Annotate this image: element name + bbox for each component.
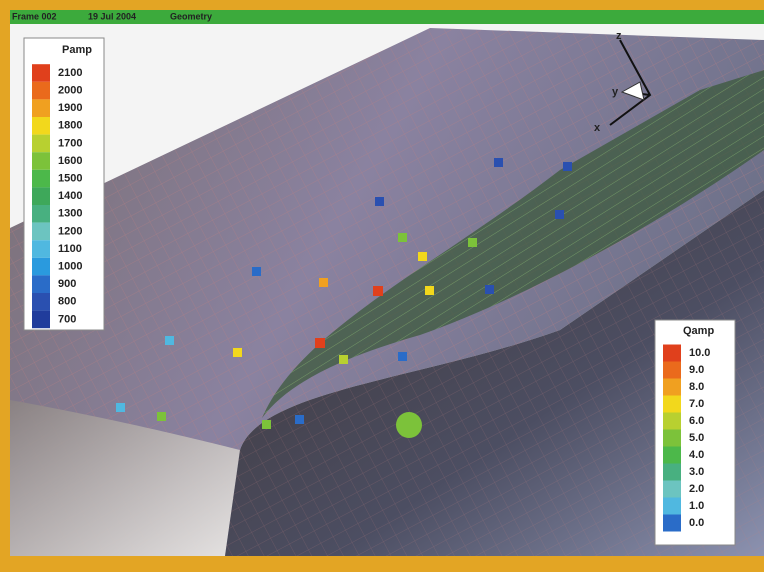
legend-label: 1900	[58, 102, 82, 114]
legend-swatch	[32, 187, 50, 205]
legend-label: 1100	[58, 243, 82, 255]
frame-label: Frame 002	[12, 11, 57, 21]
legend-label: 1200	[58, 225, 82, 237]
pamp-legend: Pamp 2100 2000 1900 1800 1700 1600 1500 1400 130…	[24, 38, 104, 330]
legend-label: 3.0	[689, 466, 704, 478]
legend-label: 700	[58, 313, 76, 325]
marker	[494, 158, 503, 167]
marker	[315, 338, 325, 348]
legend-swatch	[32, 258, 50, 276]
marker	[398, 233, 407, 242]
legend-label: 900	[58, 278, 76, 290]
legend-label: 10.0	[689, 347, 710, 359]
marker	[398, 352, 407, 361]
marker	[233, 348, 242, 357]
legend-title: Qamp	[683, 325, 714, 337]
legend-label: 0.0	[689, 517, 704, 529]
legend-label: 1.0	[689, 500, 704, 512]
marker	[157, 412, 166, 421]
legend-label: 4.0	[689, 449, 704, 461]
legend-title: Pamp	[62, 44, 92, 56]
legend-label: 2000	[58, 85, 82, 97]
axis-x: x	[594, 122, 601, 134]
legend-swatch	[663, 515, 681, 532]
legend-label: 1000	[58, 261, 82, 273]
date-label: 19 Jul 2004	[88, 11, 136, 21]
legend-label: 1600	[58, 155, 82, 167]
marker	[375, 197, 384, 206]
legend-swatch	[32, 99, 50, 117]
legend-swatch	[663, 413, 681, 430]
marker	[425, 286, 434, 295]
legend-swatch	[32, 205, 50, 223]
legend-swatch	[32, 135, 50, 153]
screenshot: Frame 002 19 Jul 2004 Geometry z y	[0, 0, 764, 572]
legend-swatch	[32, 293, 50, 311]
marker	[295, 415, 304, 424]
viewport: Frame 002 19 Jul 2004 Geometry z y	[0, 0, 764, 572]
marker	[262, 420, 271, 429]
legend-swatch	[663, 430, 681, 447]
legend-swatch	[663, 464, 681, 481]
legend-label: 7.0	[689, 398, 704, 410]
legend-label: 2.0	[689, 483, 704, 495]
legend-swatch	[32, 82, 50, 100]
marker	[252, 267, 261, 276]
legend-label: 2100	[58, 67, 82, 79]
legend-label: 5.0	[689, 432, 704, 444]
axis-y: y	[612, 86, 619, 98]
marker	[563, 162, 572, 171]
legend-swatch	[663, 447, 681, 464]
legend-swatch	[32, 275, 50, 293]
legend-swatch	[663, 362, 681, 379]
axis-z: z	[616, 30, 622, 42]
legend-label: 800	[58, 296, 76, 308]
marker	[555, 210, 564, 219]
legend-label: 1500	[58, 173, 82, 185]
legend-swatch	[32, 223, 50, 241]
legend-swatch	[663, 345, 681, 362]
legend-swatch	[32, 117, 50, 135]
marker	[468, 238, 477, 247]
legend-swatch	[663, 396, 681, 413]
legend-swatch	[32, 170, 50, 188]
marker	[396, 412, 422, 438]
marker	[116, 403, 125, 412]
legend-label: 8.0	[689, 381, 704, 393]
marker	[418, 252, 427, 261]
legend-label: 1700	[58, 137, 82, 149]
marker	[339, 355, 348, 364]
legend-label: 9.0	[689, 364, 704, 376]
legend-swatch	[32, 64, 50, 82]
legend-label: 1300	[58, 208, 82, 220]
legend-swatch	[663, 379, 681, 396]
marker	[373, 286, 383, 296]
view-label: Geometry	[170, 11, 212, 21]
qamp-legend: Qamp 10.0 9.0 8.0 7.0 6.0 5.0 4.0 3.0 2.0 1.0 0.0	[655, 320, 735, 545]
legend-label: 1800	[58, 120, 82, 132]
legend-swatch	[663, 481, 681, 498]
legend-swatch	[32, 311, 50, 329]
legend-label: 1400	[58, 190, 82, 202]
marker	[165, 336, 174, 345]
marker	[485, 285, 494, 294]
legend-swatch	[32, 152, 50, 170]
legend-swatch	[663, 498, 681, 515]
marker	[319, 278, 328, 287]
legend-swatch	[32, 240, 50, 258]
legend-label: 6.0	[689, 415, 704, 427]
